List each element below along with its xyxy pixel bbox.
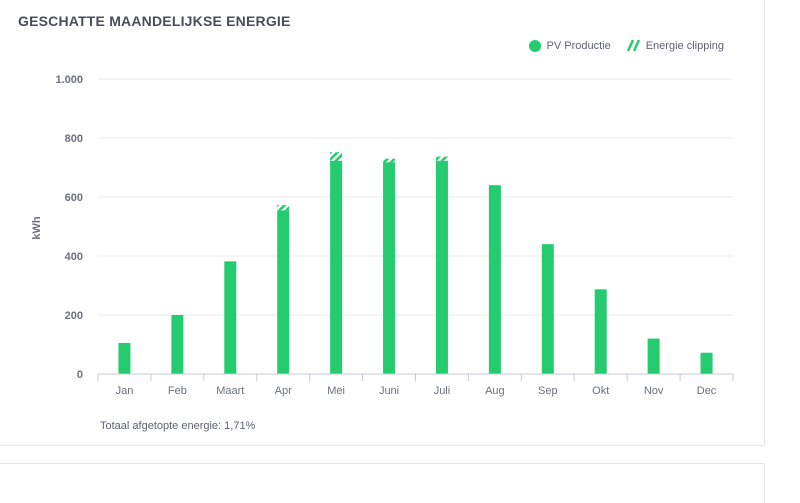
x-axis: Jan Feb Maart Apr Mei Juni Juli Aug Sep Okt Nov Dec (97, 373, 734, 397)
bar-production[interactable] (330, 161, 343, 374)
y-tick-label: 400 (65, 251, 83, 263)
y-tick-label: 0 (77, 369, 83, 381)
bar-production[interactable] (700, 352, 713, 374)
card-title: GESCHATTE MAANDELIJKSE ENERGIE (18, 13, 291, 29)
bar-production[interactable] (118, 343, 131, 374)
y-tick-label: 200 (65, 310, 83, 322)
y-tick-label: 1.000 (55, 74, 83, 86)
hatch-pattern-icon (626, 39, 640, 52)
total-clipped-energy: Totaal afgetopte energie: 1,71% (100, 420, 256, 432)
grid-lines (98, 78, 733, 375)
monthly-energy-card: GESCHATTE MAANDELIJKSE ENERGIE PV Produc… (0, 0, 765, 446)
y-tick-label: 600 (65, 192, 83, 204)
legend-item-production[interactable]: PV Productie (528, 39, 611, 52)
bar-production[interactable] (435, 160, 448, 374)
x-tick-label: Dec (697, 385, 717, 397)
legend-label-production: PV Productie (546, 39, 611, 52)
bar-production[interactable] (277, 210, 290, 374)
y-axis-ticks: 0 200 400 600 800 1.000 (55, 74, 83, 381)
x-tick-label: Feb (168, 385, 187, 397)
bar-clipping[interactable] (383, 158, 396, 163)
legend-label-clipping: Energie clipping (645, 39, 724, 52)
bar-production[interactable] (488, 185, 501, 374)
y-axis-label: kWh (31, 216, 43, 240)
x-tick-label: Juli (434, 385, 451, 397)
x-tick-label: Okt (592, 385, 609, 397)
y-tick-label: 800 (65, 133, 83, 145)
chart-legend: PV Productie Energie clipping (528, 39, 724, 52)
bar-clipping[interactable] (277, 204, 290, 211)
legend-dot-icon (528, 39, 541, 52)
bar-clipping[interactable] (330, 152, 343, 162)
bar-production[interactable] (383, 162, 396, 374)
legend-item-clipping[interactable]: Energie clipping (626, 39, 724, 52)
x-tick-label: Apr (275, 385, 292, 397)
bar-production[interactable] (541, 244, 554, 374)
bar-clipping[interactable] (435, 156, 448, 161)
x-tick-label: Aug (485, 385, 505, 397)
bar-chart: 0 200 400 600 800 1.000 Jan Feb Maart Apr Mei Juni… (31, 74, 734, 397)
bar-production[interactable] (171, 315, 184, 374)
x-tick-label: Juni (379, 385, 399, 397)
x-tick-label: Mei (327, 385, 345, 397)
bars (118, 152, 713, 374)
bar-production[interactable] (224, 261, 237, 374)
x-tick-label: Jan (116, 385, 134, 397)
next-card (0, 463, 765, 503)
x-tick-label: Maart (216, 385, 244, 397)
bar-production[interactable] (647, 338, 660, 374)
x-tick-label: Nov (644, 385, 664, 397)
bar-production[interactable] (594, 289, 607, 374)
x-tick-label: Sep (538, 385, 558, 397)
